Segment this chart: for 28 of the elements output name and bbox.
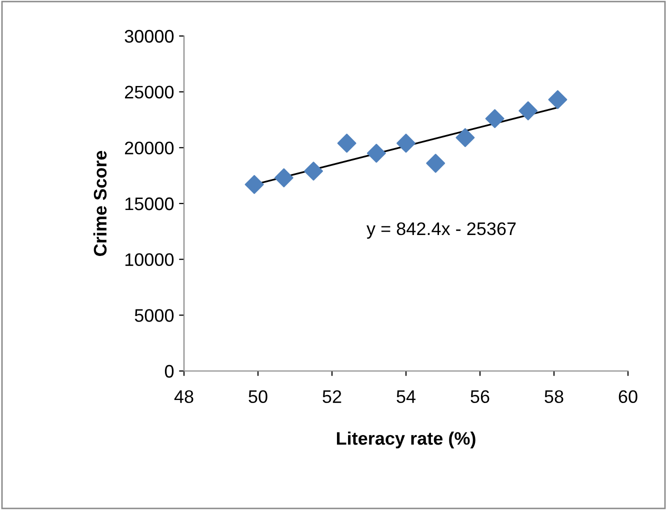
point [548,90,568,110]
point [366,144,386,163]
x-tick-label: 48 [174,390,194,404]
y-axis-title: Crime Score [93,150,107,256]
point [396,134,416,153]
point [456,128,475,148]
point [304,162,323,181]
y-tick-label: 20000 [124,142,174,154]
point [518,101,538,120]
y-tick-label: 15000 [125,197,174,210]
y-tick-label: 10000 [125,253,174,266]
x-tick-label: 50 [248,390,268,404]
x-tick-label: 52 [322,390,342,404]
y-tick-label: 5000 [134,309,174,322]
x-tick-label: 56 [470,390,490,404]
point [485,109,504,128]
x-tick-label: 58 [544,390,564,404]
point [337,134,356,153]
x-axis-title: Literacy rate (%) [336,432,476,448]
y-tick-label: 25000 [124,86,174,99]
y-tick-label: 30000 [124,30,174,43]
annotation: y = 842.4x - 25367 [366,222,516,239]
x-tick-label: 60 [618,390,638,404]
point [426,154,446,173]
y-tick-label: 0 [164,364,174,378]
point [244,175,264,194]
point [274,168,294,188]
x-tick-label: 54 [396,390,416,404]
